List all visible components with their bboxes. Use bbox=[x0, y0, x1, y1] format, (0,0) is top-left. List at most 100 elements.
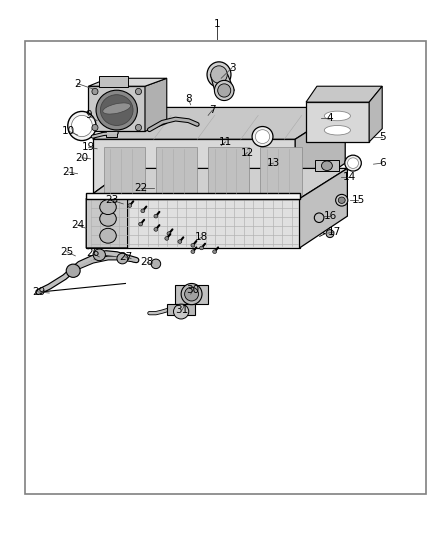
Text: 24: 24 bbox=[71, 220, 84, 230]
Ellipse shape bbox=[326, 230, 334, 238]
Ellipse shape bbox=[348, 158, 358, 168]
Text: 13: 13 bbox=[267, 158, 280, 168]
Text: 1: 1 bbox=[213, 19, 220, 29]
Ellipse shape bbox=[345, 155, 361, 171]
Polygon shape bbox=[93, 108, 345, 139]
Text: 7: 7 bbox=[209, 105, 216, 115]
Ellipse shape bbox=[252, 126, 273, 147]
Text: 3: 3 bbox=[229, 63, 235, 72]
Text: 29: 29 bbox=[32, 287, 45, 297]
Ellipse shape bbox=[128, 204, 132, 207]
Polygon shape bbox=[167, 304, 195, 316]
Ellipse shape bbox=[207, 62, 231, 87]
Text: 21: 21 bbox=[62, 167, 75, 177]
Ellipse shape bbox=[213, 250, 217, 254]
Text: 8: 8 bbox=[185, 94, 192, 104]
Text: 28: 28 bbox=[141, 257, 154, 267]
Text: 30: 30 bbox=[186, 285, 199, 295]
Ellipse shape bbox=[324, 125, 350, 135]
Polygon shape bbox=[306, 86, 382, 102]
Ellipse shape bbox=[154, 228, 158, 231]
Text: 27: 27 bbox=[119, 252, 132, 262]
Polygon shape bbox=[306, 102, 369, 142]
Ellipse shape bbox=[117, 253, 128, 264]
Polygon shape bbox=[86, 168, 127, 248]
Polygon shape bbox=[88, 78, 167, 86]
Polygon shape bbox=[93, 139, 295, 198]
Ellipse shape bbox=[218, 84, 231, 97]
Polygon shape bbox=[86, 199, 300, 248]
Text: 10: 10 bbox=[62, 126, 75, 136]
Ellipse shape bbox=[154, 214, 158, 218]
Ellipse shape bbox=[92, 88, 98, 95]
Text: 4: 4 bbox=[327, 113, 333, 123]
Ellipse shape bbox=[103, 103, 131, 114]
Ellipse shape bbox=[215, 80, 234, 101]
Polygon shape bbox=[300, 168, 347, 248]
Text: 18: 18 bbox=[195, 232, 208, 243]
Ellipse shape bbox=[191, 250, 195, 254]
Ellipse shape bbox=[191, 244, 195, 247]
Ellipse shape bbox=[338, 197, 345, 204]
Ellipse shape bbox=[96, 90, 138, 130]
Ellipse shape bbox=[151, 259, 161, 269]
Text: 9: 9 bbox=[85, 110, 92, 120]
Text: 26: 26 bbox=[86, 248, 99, 259]
Polygon shape bbox=[104, 147, 145, 195]
Text: 15: 15 bbox=[352, 195, 365, 205]
Ellipse shape bbox=[135, 124, 141, 131]
Polygon shape bbox=[210, 75, 234, 91]
Ellipse shape bbox=[141, 209, 145, 213]
Ellipse shape bbox=[211, 66, 227, 83]
Text: 12: 12 bbox=[240, 148, 254, 158]
Ellipse shape bbox=[181, 284, 202, 305]
Polygon shape bbox=[106, 131, 117, 136]
Ellipse shape bbox=[165, 237, 169, 240]
Polygon shape bbox=[86, 168, 347, 199]
Text: 16: 16 bbox=[323, 211, 337, 221]
Text: 14: 14 bbox=[343, 172, 356, 182]
Ellipse shape bbox=[66, 264, 80, 277]
Polygon shape bbox=[208, 147, 250, 195]
Ellipse shape bbox=[100, 200, 116, 215]
Polygon shape bbox=[369, 86, 382, 142]
Text: 5: 5 bbox=[379, 132, 385, 142]
Ellipse shape bbox=[167, 232, 171, 236]
Ellipse shape bbox=[321, 161, 332, 171]
Ellipse shape bbox=[100, 228, 116, 243]
Text: 23: 23 bbox=[106, 195, 119, 205]
Ellipse shape bbox=[92, 124, 98, 131]
Text: 2: 2 bbox=[74, 78, 81, 88]
Ellipse shape bbox=[93, 249, 106, 261]
Polygon shape bbox=[86, 193, 300, 199]
Text: 11: 11 bbox=[219, 137, 232, 147]
Polygon shape bbox=[295, 108, 345, 198]
Text: 25: 25 bbox=[60, 247, 73, 257]
Ellipse shape bbox=[71, 115, 92, 136]
Ellipse shape bbox=[200, 246, 204, 250]
Polygon shape bbox=[176, 285, 208, 304]
Ellipse shape bbox=[68, 111, 96, 141]
Text: 17: 17 bbox=[328, 227, 341, 237]
Ellipse shape bbox=[135, 88, 141, 95]
Ellipse shape bbox=[336, 195, 348, 206]
Ellipse shape bbox=[100, 95, 133, 125]
Text: 6: 6 bbox=[379, 158, 385, 168]
Polygon shape bbox=[260, 147, 302, 195]
Bar bbox=[25, 41, 426, 495]
Ellipse shape bbox=[185, 287, 198, 301]
Ellipse shape bbox=[173, 304, 189, 319]
Polygon shape bbox=[145, 78, 167, 131]
Ellipse shape bbox=[139, 222, 143, 226]
Text: 31: 31 bbox=[175, 305, 189, 315]
Text: 22: 22 bbox=[134, 183, 147, 193]
Ellipse shape bbox=[324, 111, 350, 120]
Ellipse shape bbox=[100, 212, 116, 226]
Bar bbox=[99, 76, 127, 87]
Polygon shape bbox=[88, 86, 145, 131]
Polygon shape bbox=[156, 147, 197, 195]
Ellipse shape bbox=[178, 240, 182, 244]
Ellipse shape bbox=[255, 130, 270, 143]
Polygon shape bbox=[315, 160, 339, 171]
Ellipse shape bbox=[314, 213, 324, 222]
